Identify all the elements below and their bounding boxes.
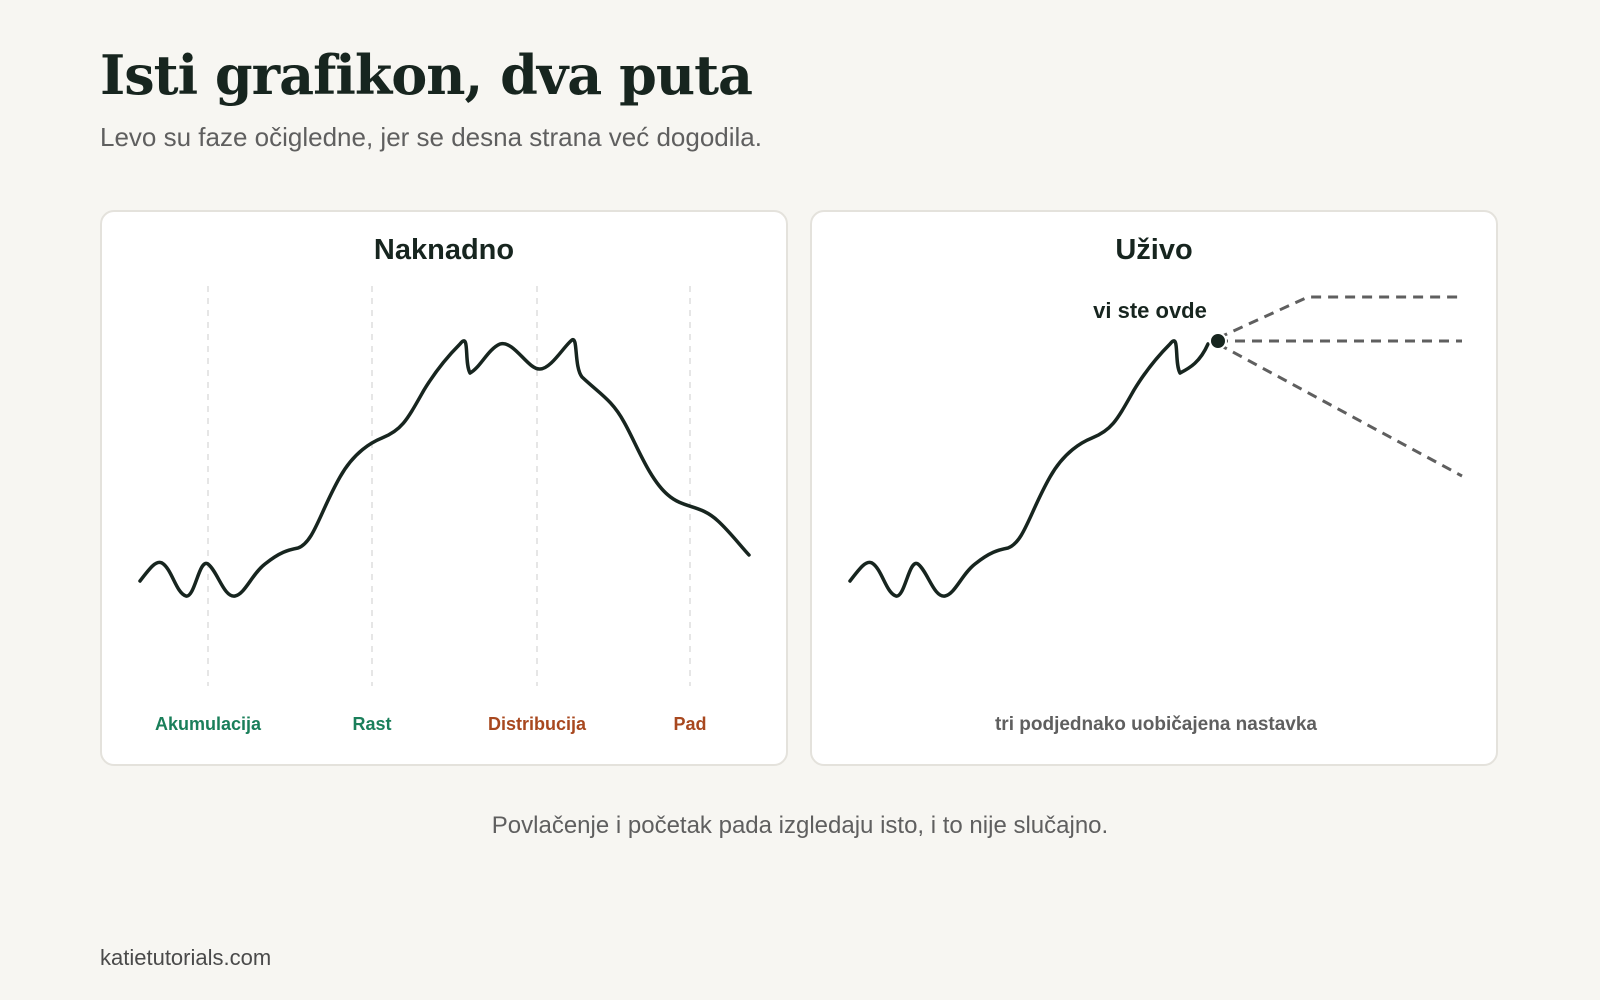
current-position-marker — [1209, 332, 1227, 350]
hindsight-chart: Akumulacija Rast Distribucija Pad — [138, 286, 751, 734]
chart-caption: Povlačenje i početak pada izgledaju isto… — [491, 812, 1109, 839]
price-line-full — [138, 338, 751, 598]
phase-label-accumulation: Akumulacija — [155, 714, 262, 734]
live-chart: vi ste ovde tri podjednako uobičajena na… — [848, 295, 1463, 735]
current-position-label: vi ste ovde — [1093, 298, 1207, 323]
price-line-partial — [848, 339, 1210, 598]
page-title: Isti grafikon, dva puta — [100, 43, 753, 107]
projection-path-down — [1217, 342, 1463, 478]
projection-path-up — [1217, 295, 1462, 340]
hindsight-panel: Naknadno Akumulacija Rast Distribucija P… — [100, 210, 788, 766]
hindsight-panel-title: Naknadno — [373, 234, 515, 266]
site-footer: katietutorials.com — [100, 945, 272, 970]
phase-label-fall: Pad — [673, 714, 706, 734]
page-subtitle: Levo su faze očigledne, jer se desna str… — [100, 122, 762, 152]
continuations-label: tri podjednako uobičajena nastavka — [995, 714, 1317, 735]
phase-label-rise: Rast — [352, 714, 391, 734]
live-panel-title: Uživo — [1115, 234, 1193, 266]
phase-label-distribution: Distribucija — [488, 714, 587, 734]
live-panel: Uživo vi ste ovde tri podjednako uobičaj… — [810, 210, 1498, 766]
